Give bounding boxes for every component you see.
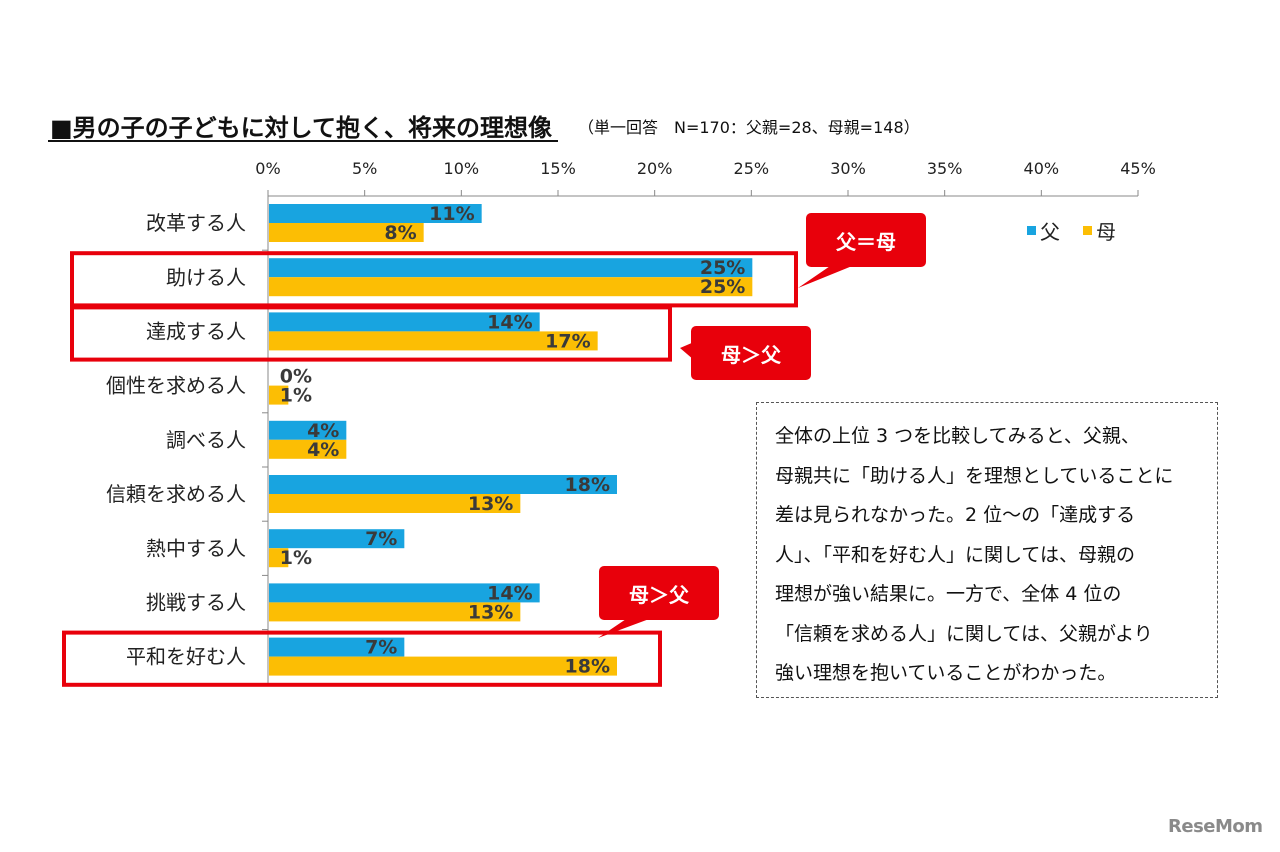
legend-swatch — [1083, 226, 1092, 235]
x-tick-label: 10% — [444, 159, 480, 178]
callout-equal: 父＝母 — [806, 213, 926, 267]
page-title: ■男の子の子どもに対して抱く、将来の理想像 — [50, 114, 552, 142]
data-label: 7% — [365, 528, 397, 550]
data-label: 18% — [565, 474, 610, 496]
data-label: 14% — [487, 582, 532, 604]
title-underline — [48, 140, 558, 142]
callout-tail — [680, 342, 694, 360]
commentary-line: 「信頼を求める人」に関しては、父親がより — [775, 622, 1153, 645]
x-tick-label: 15% — [540, 159, 576, 178]
bar-father — [269, 258, 753, 278]
x-tick-label: 20% — [637, 159, 673, 178]
x-tick-label: 0% — [255, 159, 280, 178]
category-label: 平和を好む人 — [126, 645, 246, 669]
x-tick-label: 25% — [734, 159, 770, 178]
commentary-line: 理想が強い結果に。一方で、全体 4 位の — [775, 583, 1122, 605]
data-label: 11% — [429, 203, 474, 225]
bar-mother — [269, 602, 521, 622]
category-label: 信頼を求める人 — [106, 482, 246, 506]
data-label: 14% — [487, 311, 532, 333]
data-label: 13% — [468, 601, 513, 623]
axis-layer: 0% 5% 10% 15% 20% 25% 30% 35% 40% 45% — [255, 159, 1156, 685]
bars-layer — [269, 204, 753, 676]
callout-tail — [598, 615, 660, 638]
data-label: 1% — [280, 547, 312, 569]
category-label: 調べる人 — [166, 428, 246, 452]
bar-father — [269, 475, 617, 494]
callout-mother-greater-2: 母＞父 — [599, 566, 719, 620]
callout-mother-greater-2-text: 母＞父 — [629, 582, 689, 607]
bar-mother — [269, 331, 598, 351]
bar-mother — [269, 385, 289, 405]
category-label: 個性を求める人 — [106, 374, 246, 398]
data-label: 25% — [700, 257, 745, 279]
highlight-box — [70, 251, 798, 308]
highlight-layer — [62, 251, 798, 687]
data-label: 4% — [307, 420, 339, 442]
data-label: 0% — [280, 366, 312, 388]
commentary-box: 全体の上位 3 つを比較してみると、父親、 母親共に「助ける人」を理想としている… — [756, 402, 1218, 698]
category-label: 挑戦する人 — [146, 591, 246, 615]
category-label: 熱中する人 — [146, 536, 246, 560]
category-label: 改革する人 — [146, 211, 246, 235]
data-label: 4% — [307, 439, 339, 461]
bar-father — [269, 312, 540, 332]
commentary-line: 全体の上位 3 つを比較してみると、父親、 — [775, 425, 1140, 447]
callout-mother-greater-1: 母＞父 — [691, 326, 811, 380]
data-label: 13% — [468, 493, 513, 515]
category-label: 達成する人 — [146, 320, 246, 344]
data-label: 25% — [700, 276, 745, 298]
callout-equal-text: 父＝母 — [836, 229, 896, 254]
data-label: 17% — [545, 330, 590, 352]
bar-mother — [269, 494, 521, 513]
commentary-line: 人」、「平和を好む人」に関しては、母親の — [775, 543, 1136, 566]
bar-mother — [269, 223, 424, 242]
bar-mother — [269, 439, 347, 459]
bar-mother — [269, 548, 289, 568]
commentary-line: 差は見られなかった。2 位～の「達成する — [775, 504, 1136, 526]
highlight-box — [62, 630, 662, 687]
commentary-line: 強い理想を抱いていることがわかった。 — [775, 662, 1117, 684]
bar-father — [269, 204, 482, 223]
bar-father — [269, 637, 405, 657]
x-tick-label: 40% — [1024, 159, 1060, 178]
x-tick-label: 45% — [1120, 159, 1156, 178]
x-tick-label: 30% — [830, 159, 866, 178]
bar-mother — [269, 277, 753, 297]
bar-mother — [269, 656, 617, 676]
callout-tail-layer — [598, 262, 862, 638]
callout-mother-greater-1-text: 母＞父 — [721, 342, 781, 367]
legend-swatch — [1027, 226, 1036, 235]
bar-father — [269, 420, 347, 440]
bar-father — [269, 583, 540, 603]
x-tick-label: 35% — [927, 159, 963, 178]
x-tick-label: 5% — [352, 159, 377, 178]
bar-father — [269, 529, 405, 549]
labels-layer: 改革する人 11% 8% 助ける人 25%25% 達成する人 14% 17% 個性を求める人 0%… — [106, 203, 745, 678]
commentary-line: 母親共に「助ける人」を理想としていることに — [775, 464, 1174, 487]
legend-label: 父 — [1040, 220, 1060, 244]
highlight-box — [70, 305, 672, 362]
data-label: 8% — [384, 222, 416, 244]
legend-label: 母 — [1096, 220, 1116, 244]
data-label: 18% — [565, 656, 610, 678]
legend-layer: 父母 — [1027, 220, 1116, 244]
callout-tail — [798, 262, 862, 288]
data-label: 1% — [280, 385, 312, 407]
resemom-logo: ReseMom — [1168, 816, 1263, 837]
chart-subtitle: （単一回答 N=170：父親=28、母親=148） — [578, 118, 920, 137]
category-label: 助ける人 — [166, 265, 246, 289]
data-label: 7% — [365, 637, 397, 659]
